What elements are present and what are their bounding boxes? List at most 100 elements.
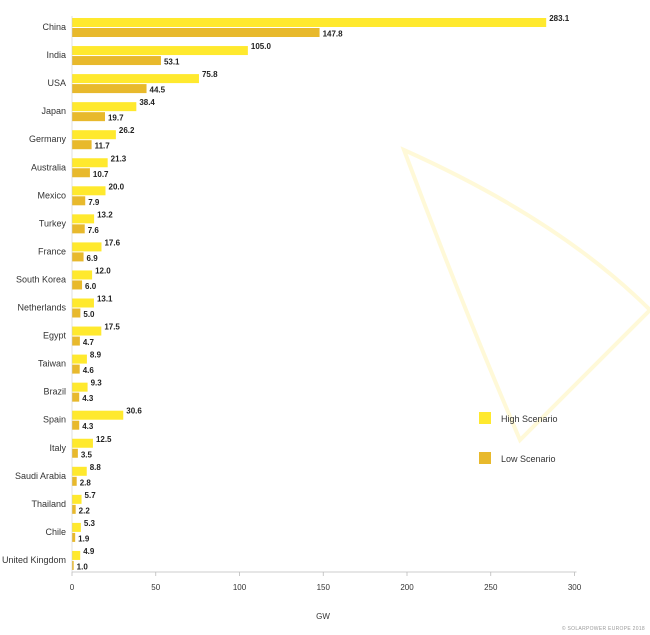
bar-high-thailand bbox=[72, 494, 82, 504]
bar-low-egypt bbox=[72, 336, 80, 346]
value-label-low-taiwan: 4.6 bbox=[83, 366, 95, 375]
category-label-turkey: Turkey bbox=[39, 218, 67, 228]
value-label-low-india: 53.1 bbox=[164, 58, 180, 67]
category-label-japan: Japan bbox=[41, 106, 66, 116]
value-label-low-italy: 3.5 bbox=[81, 450, 93, 459]
category-label-brazil: Brazil bbox=[43, 387, 66, 397]
category-label-chile: Chile bbox=[45, 527, 66, 537]
value-label-high-australia: 21.3 bbox=[111, 154, 127, 163]
value-label-high-usa: 75.8 bbox=[202, 70, 218, 79]
bar-low-netherlands bbox=[72, 308, 81, 318]
bar-low-china bbox=[72, 28, 320, 37]
bar-high-taiwan bbox=[72, 354, 87, 364]
bar-low-spain bbox=[72, 420, 80, 430]
watermark-shape bbox=[400, 146, 650, 444]
value-label-low-china: 147.8 bbox=[323, 30, 344, 39]
value-label-high-egypt: 17.5 bbox=[104, 323, 120, 332]
x-tick-label-100: 100 bbox=[233, 583, 247, 592]
value-label-low-australia: 10.7 bbox=[93, 170, 109, 179]
bar-high-egypt bbox=[72, 326, 102, 336]
value-label-high-united-kingdom: 4.9 bbox=[83, 547, 95, 556]
bar-high-spain bbox=[72, 410, 124, 420]
category-labels: China India USA Japan Germany Australia Mexico… bbox=[2, 22, 67, 565]
value-label-low-mexico: 7.9 bbox=[88, 198, 100, 207]
value-label-low-south-korea: 6.0 bbox=[85, 282, 97, 291]
category-label-usa: USA bbox=[47, 78, 66, 88]
legend: High Scenario Low Scenario bbox=[479, 412, 558, 464]
value-label-high-taiwan: 8.9 bbox=[90, 351, 102, 360]
legend-swatch-high bbox=[479, 412, 491, 424]
value-label-low-chile: 1.9 bbox=[78, 534, 90, 543]
bar-high-usa bbox=[72, 74, 199, 84]
bar-low-australia bbox=[72, 168, 90, 178]
category-label-united-kingdom: United Kingdom bbox=[2, 555, 66, 565]
value-label-high-turkey: 13.2 bbox=[97, 210, 113, 219]
bar-low-brazil bbox=[72, 392, 80, 402]
bar-high-united-kingdom bbox=[72, 550, 81, 560]
legend-label-low: Low Scenario bbox=[501, 454, 556, 464]
value-label-low-united-kingdom: 1.0 bbox=[77, 562, 89, 571]
copyright-credit: © SOLARPOWER EUROPE 2018 bbox=[562, 625, 645, 632]
bar-high-france bbox=[72, 242, 102, 252]
category-label-south-korea: South Korea bbox=[16, 274, 66, 284]
value-label-high-mexico: 20.0 bbox=[109, 182, 125, 191]
bar-low-germany bbox=[72, 140, 92, 150]
value-label-high-germany: 26.2 bbox=[119, 126, 135, 135]
category-label-netherlands: Netherlands bbox=[17, 303, 66, 313]
category-label-egypt: Egypt bbox=[43, 331, 67, 341]
x-axis-label: GW bbox=[316, 612, 330, 621]
bar-high-india bbox=[72, 46, 248, 56]
bar-high-china bbox=[72, 18, 547, 27]
value-label-high-india: 105.0 bbox=[251, 42, 272, 51]
category-label-taiwan: Taiwan bbox=[38, 359, 66, 369]
category-label-china: China bbox=[42, 22, 66, 32]
legend-label-high: High Scenario bbox=[501, 414, 558, 424]
bar-low-south-korea bbox=[72, 280, 83, 290]
bar-low-usa bbox=[72, 84, 147, 94]
bar-low-turkey bbox=[72, 224, 85, 234]
bar-low-japan bbox=[72, 112, 105, 122]
category-label-mexico: Mexico bbox=[37, 190, 66, 200]
bar-low-thailand bbox=[72, 504, 76, 514]
value-label-high-france: 17.6 bbox=[104, 238, 120, 247]
x-tick-label-200: 200 bbox=[400, 583, 414, 592]
bar-low-india bbox=[72, 56, 161, 66]
bar-low-united-kingdom bbox=[72, 560, 74, 570]
bar-high-italy bbox=[72, 438, 93, 448]
value-label-high-china: 283.1 bbox=[549, 14, 570, 23]
category-label-germany: Germany bbox=[29, 134, 67, 144]
x-tick-label-50: 50 bbox=[151, 583, 160, 592]
value-label-low-brazil: 4.3 bbox=[82, 394, 94, 403]
category-label-italy: Italy bbox=[49, 443, 66, 453]
value-label-high-italy: 12.5 bbox=[96, 435, 112, 444]
category-label-india: India bbox=[46, 50, 66, 60]
legend-swatch-low bbox=[479, 452, 491, 464]
bar-high-germany bbox=[72, 130, 116, 140]
bar-high-japan bbox=[72, 102, 137, 112]
value-label-high-south-korea: 12.0 bbox=[95, 266, 111, 275]
bar-high-turkey bbox=[72, 214, 95, 224]
category-label-saudi-arabia: Saudi Arabia bbox=[15, 471, 66, 481]
value-label-high-thailand: 5.7 bbox=[85, 491, 97, 500]
value-label-low-japan: 19.7 bbox=[108, 114, 124, 123]
value-label-low-thailand: 2.2 bbox=[79, 506, 91, 515]
category-label-australia: Australia bbox=[31, 162, 66, 172]
value-label-high-saudi-arabia: 8.8 bbox=[90, 463, 102, 472]
bar-high-australia bbox=[72, 158, 108, 168]
bars-group bbox=[72, 18, 547, 570]
bar-high-saudi-arabia bbox=[72, 466, 87, 476]
value-label-low-spain: 4.3 bbox=[82, 422, 94, 431]
bar-low-chile bbox=[72, 532, 76, 542]
bar-low-mexico bbox=[72, 196, 86, 206]
category-label-france: France bbox=[38, 246, 66, 256]
bar-high-netherlands bbox=[72, 298, 94, 308]
bar-low-france bbox=[72, 252, 84, 262]
value-label-low-egypt: 4.7 bbox=[83, 338, 95, 347]
bar-low-saudi-arabia bbox=[72, 476, 77, 486]
value-label-low-turkey: 7.6 bbox=[88, 226, 100, 235]
value-label-low-netherlands: 5.0 bbox=[83, 310, 95, 319]
value-label-high-netherlands: 13.1 bbox=[97, 295, 113, 304]
bar-high-chile bbox=[72, 522, 81, 532]
value-label-low-france: 6.9 bbox=[87, 254, 99, 263]
